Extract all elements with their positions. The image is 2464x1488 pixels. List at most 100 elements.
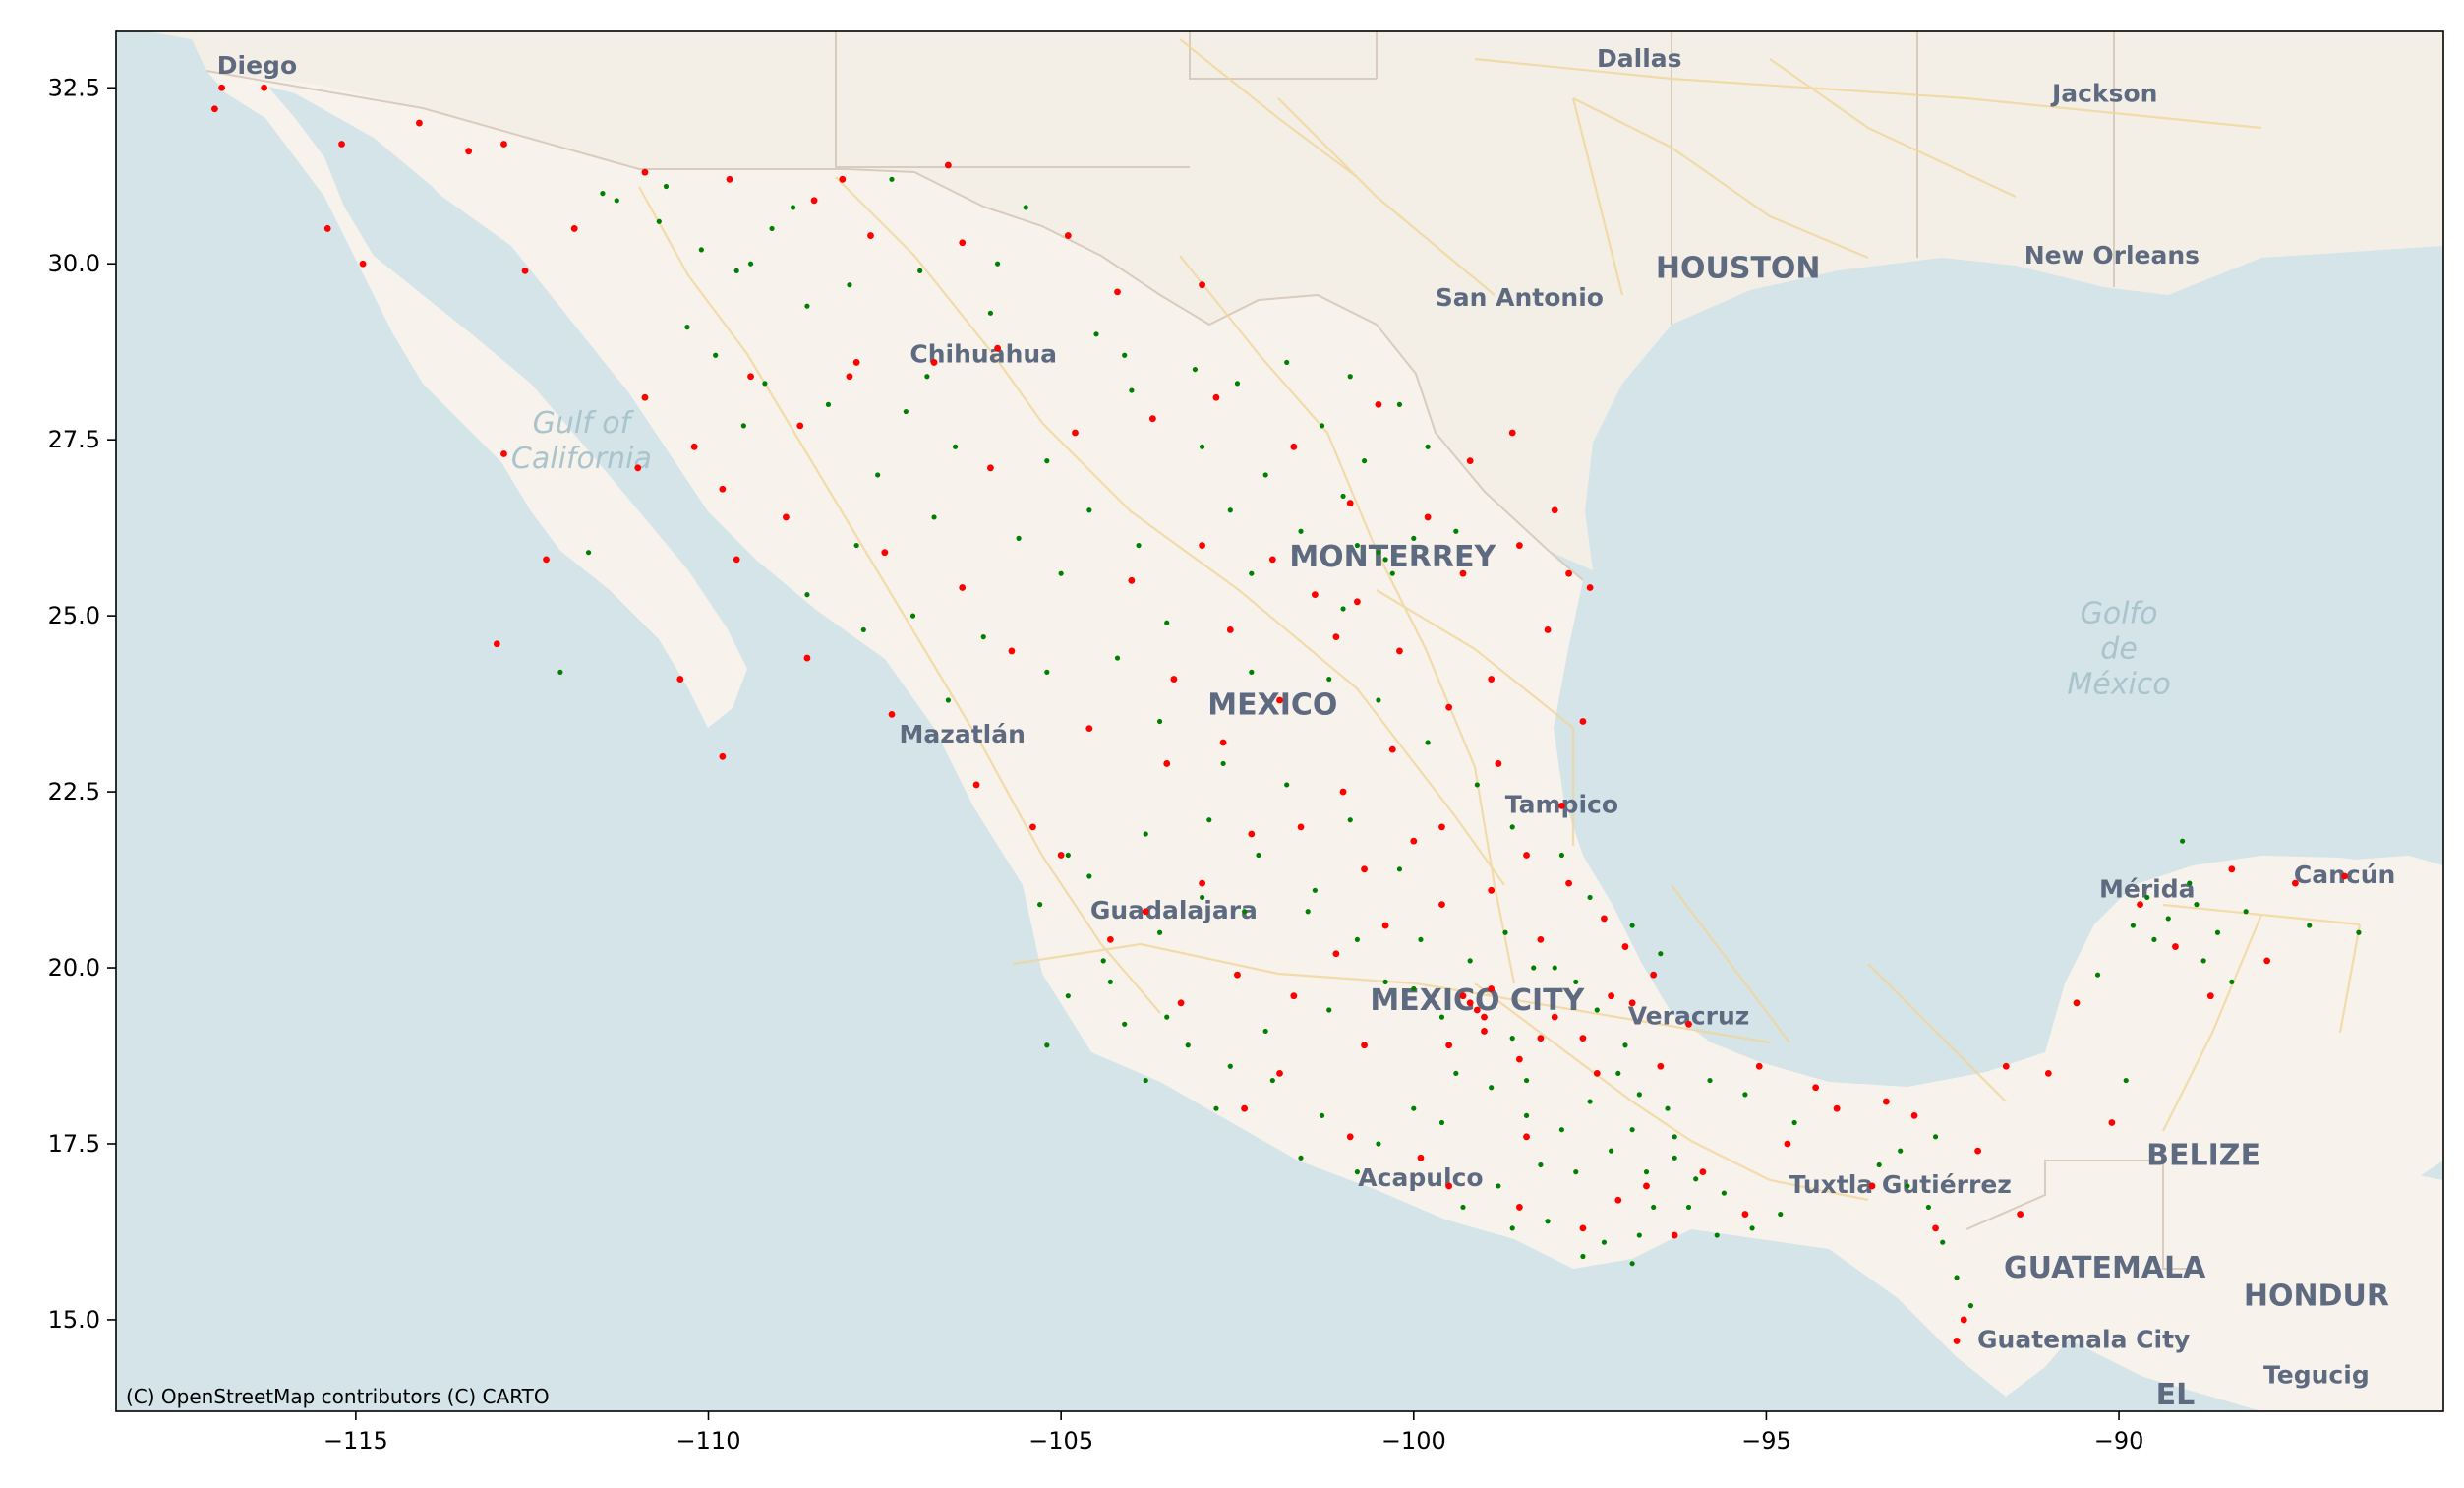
green-point xyxy=(1580,1253,1586,1260)
city-label: Diego xyxy=(217,51,297,80)
red-point xyxy=(1515,1204,1523,1211)
green-point xyxy=(1396,866,1403,872)
green-point xyxy=(917,268,923,273)
green-point xyxy=(1905,1183,1910,1189)
green-point xyxy=(2151,936,2157,943)
green-point xyxy=(875,472,881,478)
water-label-line: California xyxy=(511,442,652,476)
green-point xyxy=(1940,1239,1946,1245)
red-point xyxy=(1057,852,1065,859)
red-point xyxy=(1523,852,1530,859)
green-point xyxy=(1538,1161,1544,1168)
green-point xyxy=(1093,331,1099,337)
green-point xyxy=(1156,929,1163,935)
red-point xyxy=(1072,429,1079,437)
red-point xyxy=(465,148,473,155)
red-point xyxy=(1297,823,1305,831)
green-point xyxy=(656,218,662,224)
green-point xyxy=(740,423,746,429)
green-point xyxy=(1496,1183,1501,1189)
red-point xyxy=(1685,1020,1692,1028)
red-point xyxy=(1544,626,1552,633)
green-point xyxy=(1023,205,1028,210)
water-label-line: Gulf of xyxy=(533,406,635,441)
water-label-line: México xyxy=(2067,667,2170,701)
green-point xyxy=(1629,1127,1635,1133)
red-point xyxy=(1388,745,1396,753)
red-point xyxy=(2108,1119,2116,1126)
green-point xyxy=(1509,1036,1515,1042)
red-point xyxy=(2073,999,2081,1007)
green-point xyxy=(1319,423,1325,429)
red-point xyxy=(1445,1042,1453,1049)
red-point xyxy=(1960,1316,1967,1324)
x-tick-label: −105 xyxy=(1028,1427,1093,1455)
green-point xyxy=(889,176,895,182)
red-point xyxy=(1276,696,1283,704)
green-point xyxy=(2094,972,2101,978)
red-point xyxy=(1276,1070,1283,1077)
red-point xyxy=(733,556,740,564)
red-point xyxy=(1085,725,1093,733)
city-label: MONTERREY xyxy=(1289,540,1496,574)
red-point xyxy=(1586,584,1594,591)
red-point xyxy=(1608,992,1615,1000)
city-label: Acapulco xyxy=(1358,1163,1483,1192)
green-point xyxy=(1044,458,1050,464)
red-point xyxy=(218,84,225,91)
green-point xyxy=(1558,1127,1565,1133)
red-point xyxy=(959,584,967,591)
green-point xyxy=(945,697,951,703)
red-point xyxy=(1417,1154,1425,1161)
green-point xyxy=(1685,1204,1692,1211)
green-point xyxy=(1489,1085,1495,1091)
green-point xyxy=(1707,1077,1713,1084)
city-label: New Orleans xyxy=(2024,241,2200,269)
green-point xyxy=(1249,669,1255,675)
green-point xyxy=(1791,1119,1797,1126)
red-point xyxy=(1699,1168,1707,1176)
green-point xyxy=(952,444,959,449)
city-label: EL xyxy=(2156,1378,2196,1412)
green-point xyxy=(1438,1119,1445,1126)
red-point xyxy=(1311,591,1319,599)
green-point xyxy=(1742,1092,1748,1098)
green-point xyxy=(762,381,768,387)
red-point xyxy=(1142,908,1149,916)
green-point xyxy=(1545,1219,1551,1224)
green-point xyxy=(2123,1077,2129,1084)
green-point xyxy=(1129,387,1135,393)
y-tick-label: 15.0 xyxy=(48,1306,100,1334)
green-point xyxy=(1044,669,1050,675)
yucatan-peninsula xyxy=(2045,856,2429,1161)
green-point xyxy=(1594,1007,1600,1013)
red-point xyxy=(1375,400,1382,408)
red-point xyxy=(1459,569,1467,577)
green-point xyxy=(1502,929,1508,935)
green-point xyxy=(1629,923,1635,928)
green-point xyxy=(1136,542,1142,549)
green-point xyxy=(1438,1014,1445,1020)
red-point xyxy=(1177,999,1185,1007)
red-point xyxy=(641,393,649,401)
city-label: Guatemala City xyxy=(1977,1326,2190,1354)
green-point xyxy=(1347,374,1353,380)
red-point xyxy=(1515,542,1523,549)
red-point xyxy=(1932,1224,1939,1232)
green-point xyxy=(1509,1225,1515,1231)
red-point xyxy=(803,654,811,662)
city-label: Dallas xyxy=(1597,44,1682,73)
green-point xyxy=(1192,366,1199,373)
green-point xyxy=(1262,1028,1268,1035)
green-point xyxy=(1714,1232,1720,1238)
green-point xyxy=(1227,1063,1233,1069)
green-point xyxy=(2214,929,2221,935)
green-point xyxy=(1206,817,1212,823)
red-point xyxy=(1219,739,1227,746)
green-point xyxy=(1411,1105,1417,1111)
green-point xyxy=(1425,444,1431,449)
city-label: MEXICO xyxy=(1207,687,1337,722)
green-point xyxy=(698,247,704,253)
red-point xyxy=(1558,802,1565,809)
